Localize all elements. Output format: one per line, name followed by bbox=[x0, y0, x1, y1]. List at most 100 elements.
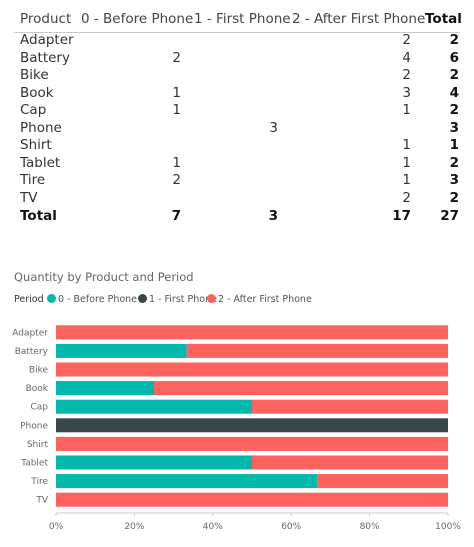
header-divider bbox=[14, 32, 460, 33]
total-first-phone: 3 bbox=[268, 207, 278, 224]
x-tick-label: 60% bbox=[281, 522, 301, 532]
x-tick-label: 0% bbox=[49, 522, 64, 532]
cell-after-first-phone: 2 bbox=[402, 67, 411, 83]
y-tick-label: Adapter bbox=[12, 328, 48, 338]
y-tick-label: TV bbox=[35, 496, 48, 506]
chart-title: Quantity by Product and Period bbox=[14, 270, 194, 284]
legend-item-after-first-phone[interactable]: 2 - After First Phone bbox=[207, 294, 312, 305]
bar-segment[interactable] bbox=[154, 381, 448, 396]
cell-total: 2 bbox=[449, 154, 459, 171]
bar-segment[interactable] bbox=[186, 343, 448, 358]
bar-segment[interactable] bbox=[56, 455, 252, 470]
legend-item-before-phone[interactable]: 0 - Before Phone bbox=[47, 294, 137, 305]
y-tick-label: Tire bbox=[30, 477, 48, 487]
legend-title: Period bbox=[14, 294, 44, 305]
bar-segment[interactable] bbox=[56, 399, 252, 414]
cell-after-first-phone: 3 bbox=[402, 84, 411, 101]
cell-before-phone: 2 bbox=[172, 49, 181, 66]
bar-segment[interactable] bbox=[56, 474, 318, 489]
y-tick-label: Cap bbox=[30, 403, 48, 413]
bar-segment[interactable] bbox=[56, 325, 448, 340]
cell-before-phone: 1 bbox=[172, 102, 181, 118]
cell-total: 2 bbox=[449, 102, 459, 118]
y-tick-label: Tablet bbox=[20, 459, 48, 469]
table-row: Adapter 2 2 bbox=[0, 32, 474, 49]
bar-chart-plot: Adapter Battery Bike Book Cap Phone Shirt Table… bbox=[12, 325, 461, 532]
cell-after-first-phone: 2 bbox=[402, 189, 411, 206]
bar-segment[interactable] bbox=[252, 399, 448, 414]
table-row: Phone 3 3 bbox=[0, 120, 474, 137]
cell-before-phone: 1 bbox=[172, 154, 181, 171]
bar-segment[interactable] bbox=[56, 362, 448, 377]
legend-item-first-phone[interactable]: 1 - First Phone bbox=[138, 294, 217, 305]
cell-total: 6 bbox=[449, 49, 459, 66]
cell-product: Tire bbox=[20, 172, 46, 188]
header-first-phone[interactable]: 1 - First Phone bbox=[194, 11, 291, 27]
cell-after-first-phone: 1 bbox=[402, 102, 411, 118]
legend-dot-first-phone bbox=[138, 294, 147, 303]
bar-segment[interactable] bbox=[317, 474, 448, 489]
legend-dot-after-first-phone bbox=[207, 294, 216, 303]
matrix-header-row: Product 0 - Before Phone 1 - First Phone… bbox=[0, 11, 474, 33]
table-row: Bike 2 2 bbox=[0, 67, 474, 84]
matrix-table: Product 0 - Before Phone 1 - First Phone… bbox=[0, 0, 474, 230]
cell-product: Battery bbox=[20, 49, 70, 66]
cell-total: 4 bbox=[449, 84, 459, 101]
y-tick-label: Bike bbox=[29, 366, 49, 376]
x-tick-label: 80% bbox=[360, 522, 380, 532]
table-row: Cap 1 1 2 bbox=[0, 102, 474, 119]
cell-product: Bike bbox=[20, 67, 49, 83]
y-tick-label: Battery bbox=[15, 347, 49, 357]
bar-segment[interactable] bbox=[56, 418, 448, 433]
x-tick-label: 100% bbox=[435, 522, 461, 532]
cell-after-first-phone: 2 bbox=[402, 32, 411, 48]
total-total: 27 bbox=[440, 207, 459, 224]
header-product[interactable]: Product bbox=[20, 11, 72, 27]
cell-product: Shirt bbox=[20, 137, 52, 153]
x-tick-label: 20% bbox=[124, 522, 144, 532]
cell-product: Cap bbox=[20, 102, 47, 118]
total-after-first-phone: 17 bbox=[392, 207, 411, 224]
table-row: Shirt 1 1 bbox=[0, 137, 474, 154]
y-tick-label: Book bbox=[26, 384, 49, 394]
cell-after-first-phone: 1 bbox=[402, 137, 411, 153]
cell-total: 3 bbox=[449, 172, 459, 188]
cell-total: 2 bbox=[449, 32, 459, 48]
header-before-phone[interactable]: 0 - Before Phone bbox=[81, 11, 194, 27]
bar-segment[interactable] bbox=[56, 381, 154, 396]
cell-first-phone: 3 bbox=[269, 119, 278, 136]
legend-label-first-phone: 1 - First Phone bbox=[149, 294, 217, 305]
cell-product: Book bbox=[20, 84, 54, 101]
cell-before-phone: 2 bbox=[172, 172, 181, 188]
table-row: Battery 2 4 6 bbox=[0, 50, 474, 67]
cell-after-first-phone: 4 bbox=[402, 49, 411, 66]
table-row: Tire 2 1 3 bbox=[0, 172, 474, 189]
x-tick-label: 40% bbox=[203, 522, 223, 532]
bar-segment[interactable] bbox=[56, 343, 187, 358]
cell-total: 1 bbox=[449, 137, 459, 153]
cell-before-phone: 1 bbox=[172, 84, 181, 101]
cell-product: Phone bbox=[20, 119, 62, 136]
bar-segment[interactable] bbox=[252, 455, 448, 470]
y-tick-label: Shirt bbox=[27, 440, 49, 450]
cell-total: 2 bbox=[449, 189, 459, 206]
total-before-phone: 7 bbox=[171, 207, 181, 224]
cell-product: Tablet bbox=[20, 154, 61, 171]
legend-label-before-phone: 0 - Before Phone bbox=[58, 294, 138, 305]
cell-after-first-phone: 1 bbox=[402, 154, 411, 171]
legend-dot-before-phone bbox=[47, 294, 56, 303]
cell-product: Adapter bbox=[20, 32, 74, 48]
cell-total: 3 bbox=[449, 119, 459, 136]
cell-product: TV bbox=[20, 189, 38, 206]
y-tick-label: Phone bbox=[20, 421, 48, 431]
bar-segment[interactable] bbox=[56, 492, 448, 507]
total-product: Total bbox=[20, 207, 57, 224]
total-row: Total 7 3 17 27 bbox=[0, 208, 474, 225]
table-row: TV 2 2 bbox=[0, 190, 474, 207]
bar-segment[interactable] bbox=[56, 436, 448, 451]
cell-after-first-phone: 1 bbox=[402, 172, 411, 188]
header-after-first-phone[interactable]: 2 - After First Phone bbox=[292, 11, 426, 27]
header-total[interactable]: Total bbox=[425, 11, 462, 27]
cell-total: 2 bbox=[449, 67, 459, 83]
table-row: Book 1 3 4 bbox=[0, 85, 474, 102]
